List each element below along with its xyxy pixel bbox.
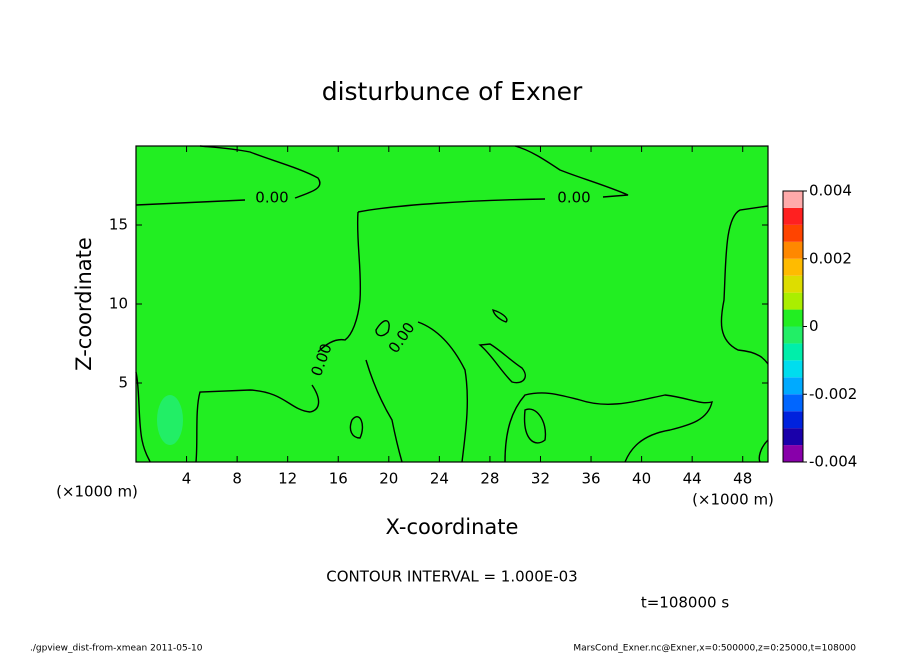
contour-line (195, 211, 362, 463)
x-unit-label: (×1000 m) (692, 491, 774, 509)
colorbar-band (783, 275, 803, 293)
x-tick-label: 40 (632, 470, 651, 488)
colorbar-band (783, 292, 803, 310)
colorbar-band (783, 445, 803, 462)
x-tick-label: 8 (232, 470, 242, 488)
negative-region (157, 395, 183, 445)
contour-line (349, 309, 547, 444)
x-tick-label: 28 (480, 470, 499, 488)
colorbar-band (783, 207, 803, 225)
footer-right: MarsCond_Exner.nc@Exner,x=0:500000,z=0:2… (573, 644, 856, 654)
contour-line (357, 145, 629, 213)
colorbar-tick-label: -0.002 (809, 385, 857, 403)
contour-label: 0.00 (255, 189, 288, 207)
contour-line (504, 392, 713, 463)
colorbar-band (783, 343, 803, 361)
y-tick-label: 15 (109, 216, 128, 234)
x-tick-label: 16 (329, 470, 348, 488)
x-tick-label: 24 (430, 470, 449, 488)
colorbar-band (783, 241, 803, 259)
colorbar-tick-label: -0.004 (809, 453, 857, 471)
contour-label: 0.00 (557, 189, 590, 207)
colorbar-band (783, 360, 803, 378)
colorbar-band (783, 309, 803, 327)
colorbar-band (783, 377, 803, 395)
contour-line (135, 145, 321, 206)
colorbar-band (783, 326, 803, 344)
colorbar-band (783, 394, 803, 412)
x-axis-label: X-coordinate (386, 515, 519, 539)
y-axis-label: Z-coordinate (72, 237, 96, 371)
colorbar-band (783, 258, 803, 276)
colorbar-band (783, 224, 803, 242)
contour-interval: CONTOUR INTERVAL = 1.000E-03 (326, 568, 577, 586)
time-label: t=108000 s (641, 594, 729, 612)
contour-line (720, 205, 769, 365)
y-tick-label: 10 (109, 295, 128, 313)
contour-line (365, 321, 469, 463)
contours (135, 145, 769, 463)
x-tick-label: 48 (733, 470, 752, 488)
y-tick-label: 5 (118, 374, 128, 392)
footer-left: ./gpview_dist-from-xmean 2011-05-10 (30, 644, 203, 654)
colorbar-band (783, 428, 803, 446)
x-tick-label: 32 (531, 470, 550, 488)
colorbar-tick-label: 0.004 (809, 182, 852, 200)
contour-line (135, 371, 769, 463)
x-tick-label: 20 (379, 470, 398, 488)
colorbar-tick-label: 0 (809, 317, 819, 335)
colorbar-tick-label: 0.002 (809, 249, 852, 267)
colorbar-band (783, 411, 803, 429)
field-background (136, 146, 768, 462)
x-tick-label: 44 (683, 470, 702, 488)
x-tick-label: 12 (278, 470, 297, 488)
x-tick-label: 4 (182, 470, 192, 488)
colorbar-band (783, 191, 803, 208)
x-unit-label: (×1000 m) (56, 483, 138, 501)
chart-title: disturbunce of Exner (322, 77, 583, 106)
x-tick-label: 36 (581, 470, 600, 488)
